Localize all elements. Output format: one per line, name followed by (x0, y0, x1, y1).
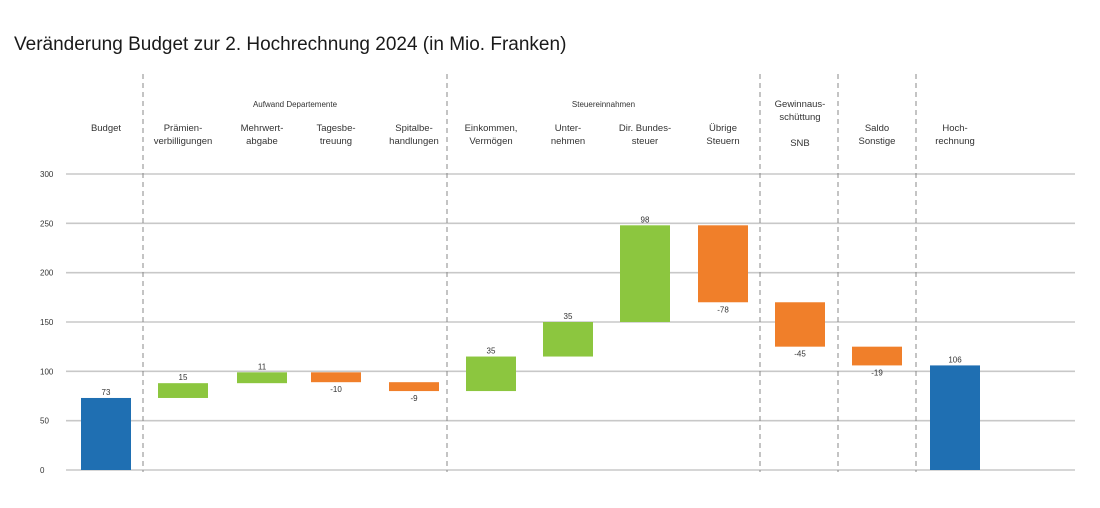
data-label: -78 (717, 305, 729, 314)
category-label: Budget (91, 123, 121, 134)
bar-decrease (311, 372, 361, 383)
category-label: nehmen (551, 136, 585, 147)
category-label: Sonstige (859, 136, 896, 147)
category-label: verbilligungen (154, 136, 213, 147)
group-header-steuern: Steuereinnahmen (572, 100, 635, 109)
bar-increase (620, 225, 670, 322)
category-label: treuung (320, 136, 352, 147)
bar-total (930, 365, 980, 470)
bar-increase (466, 356, 516, 392)
category-label: Prämien- (164, 123, 203, 134)
category-label: Mehrwert- (241, 123, 284, 134)
data-label: -10 (330, 385, 342, 394)
group-header-aufwand: Aufwand Departemente (253, 100, 338, 109)
data-label: 35 (564, 312, 573, 321)
category-label: handlungen (389, 136, 439, 147)
data-label: 35 (487, 347, 496, 356)
category-label: schüttung (779, 112, 820, 123)
y-tick-label: 100 (40, 367, 54, 376)
category-label: steuer (632, 136, 658, 147)
y-tick-label: 0 (40, 466, 45, 475)
category-label: Steuern (706, 136, 739, 147)
data-label: -19 (871, 368, 883, 377)
bar-total (81, 397, 131, 470)
bar-decrease (852, 346, 902, 366)
bar-increase (158, 383, 208, 398)
data-label: 98 (641, 215, 650, 224)
data-label: 11 (258, 362, 267, 371)
category-label: Vermögen (469, 136, 512, 147)
category-label: Gewinnaus- (775, 99, 826, 110)
data-label: 106 (948, 355, 962, 364)
category-label: Einkommen, (465, 123, 518, 134)
category-label: Saldo (865, 123, 889, 134)
bar-increase (543, 322, 593, 357)
data-label: -9 (410, 394, 418, 403)
bar-increase (237, 372, 287, 384)
category-label: Übrige (709, 123, 737, 134)
category-label: rechnung (935, 136, 975, 147)
bar-decrease (775, 302, 825, 347)
data-label: -45 (794, 350, 806, 359)
chart-title: Veränderung Budget zur 2. Hochrechnung 2… (14, 34, 567, 55)
category-label: Spitalbe- (395, 123, 433, 134)
category-label: Dir. Bundes- (619, 123, 671, 134)
category-label: Hoch- (942, 123, 967, 134)
y-tick-label: 200 (40, 269, 54, 278)
category-label: SNB (790, 138, 810, 149)
y-tick-label: 150 (40, 318, 54, 327)
category-label: abgabe (246, 136, 278, 147)
y-tick-label: 50 (40, 417, 49, 426)
data-label: 73 (102, 388, 111, 397)
bar-decrease (389, 382, 439, 392)
bar-decrease (698, 225, 748, 303)
y-tick-label: 300 (40, 170, 54, 179)
category-label: Unter- (555, 123, 581, 134)
data-label: 15 (179, 373, 188, 382)
y-tick-label: 250 (40, 219, 54, 228)
category-label: Tagesbe- (316, 123, 355, 134)
